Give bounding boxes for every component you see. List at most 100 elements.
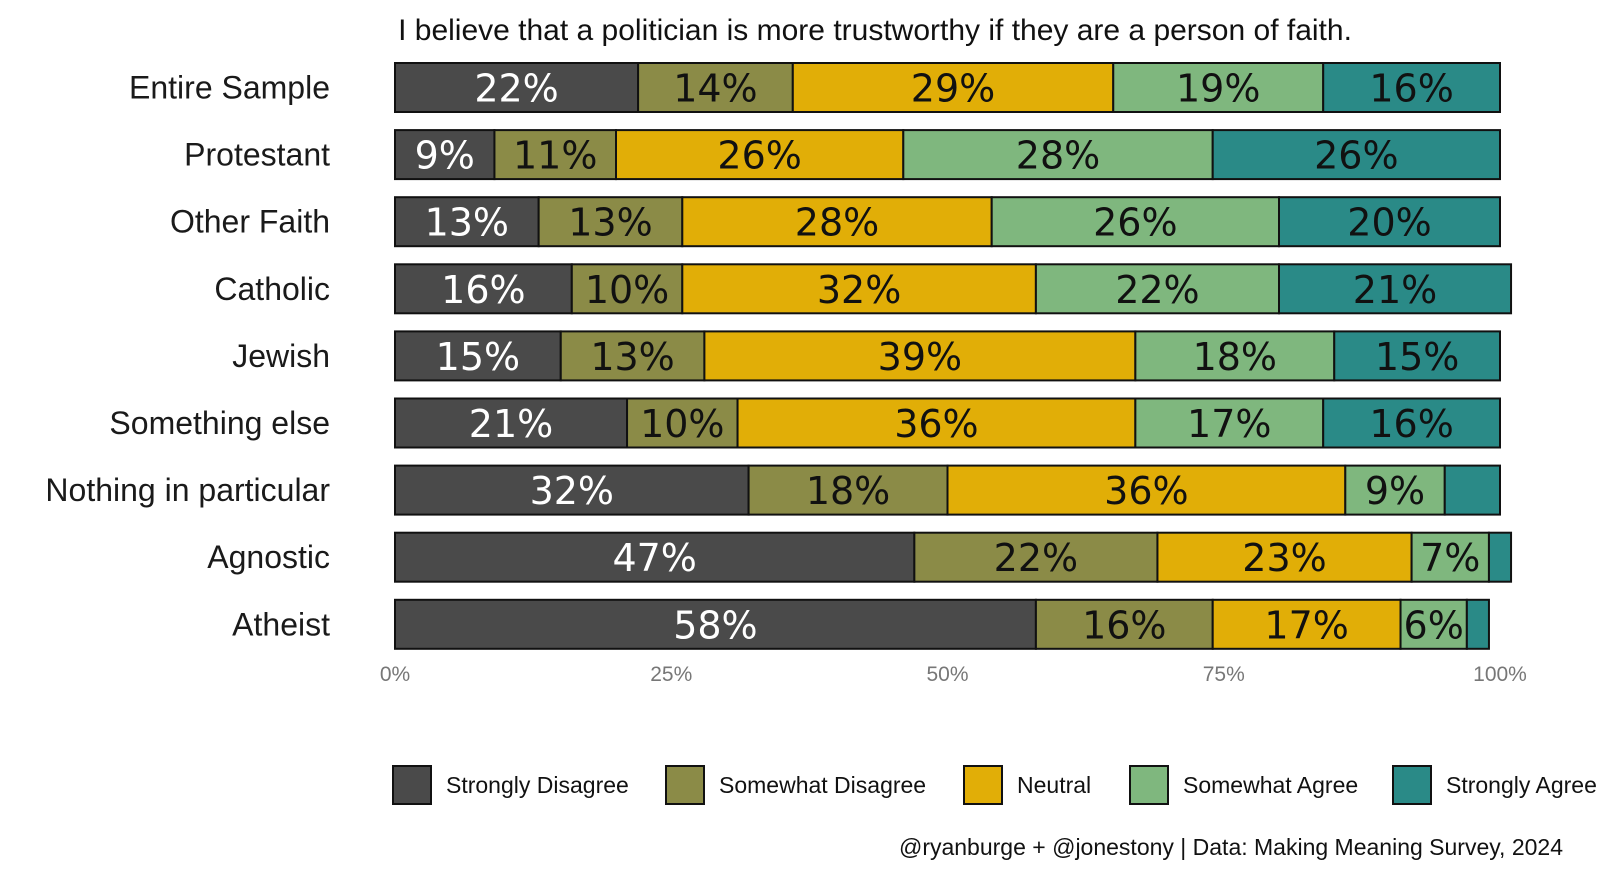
legend-swatch [963, 765, 1003, 805]
bar-segment [902, 129, 1214, 181]
bar-value-label: 16% [441, 268, 525, 312]
chart-title: I believe that a politician is more trus… [398, 14, 1352, 47]
bar-segment [913, 531, 1159, 583]
bar-value-label: 21% [469, 402, 553, 446]
bar-segment [394, 531, 916, 583]
bar-segment [570, 263, 684, 315]
bar-segment [1333, 330, 1501, 382]
bar-segment [1034, 263, 1281, 315]
legend-label: Neutral [1017, 772, 1091, 798]
bar-segment [1322, 62, 1501, 113]
legend: Strongly Disagree Somewhat Disagree Neutra… [392, 765, 1597, 805]
bar-segment [537, 196, 684, 248]
category-label: Other Faith [170, 204, 330, 240]
bar-segment [703, 330, 1137, 382]
bar-segment [1322, 397, 1501, 449]
category-label: Jewish [232, 338, 330, 374]
bar-value-label: 17% [1264, 603, 1348, 647]
bar-value-label: 19% [1176, 67, 1260, 111]
bar-value-label: 18% [1193, 335, 1277, 379]
bar-value-label: 11% [513, 134, 597, 178]
bar-value-label: 20% [1347, 201, 1431, 245]
category-label: Nothing in particular [45, 472, 330, 508]
x-axis: 0% 25% 50% 75% 100% [380, 663, 1527, 686]
bar-value-label: 6% [1404, 603, 1464, 647]
bar-value-label: 15% [436, 335, 520, 379]
bar-value-label: 22% [1115, 268, 1199, 312]
legend-swatch [1129, 765, 1169, 805]
bar-value-label: 10% [640, 402, 724, 446]
bar-value-label: 16% [1369, 67, 1453, 111]
x-tick-label: 75% [1203, 663, 1245, 686]
bar-segment [990, 196, 1280, 248]
bar-value-label: 17% [1187, 402, 1271, 446]
bar-segment [615, 129, 905, 181]
bar-segment [626, 397, 739, 449]
bar-segment [791, 62, 1115, 113]
bar-segment [1156, 531, 1413, 583]
bar-value-label: 47% [612, 536, 696, 580]
bar-segment [681, 263, 1037, 315]
category-label: Entire Sample [129, 70, 330, 106]
bar-labels: 22% 14% 29% 19% 16% 9% 11% 26% 28% 26% 13% 13% 28% 26… [415, 67, 1481, 648]
bar-segment [681, 196, 993, 248]
category-label: Catholic [214, 271, 330, 307]
bar-segment [1211, 129, 1501, 181]
x-tick-label: 0% [380, 663, 410, 686]
bar-value-label: 10% [585, 268, 669, 312]
legend-label: Strongly Disagree [446, 772, 629, 798]
bar-segment [1443, 464, 1501, 516]
x-tick-label: 100% [1473, 663, 1527, 686]
bar-value-label: 36% [1104, 469, 1188, 513]
bar-segment [1134, 397, 1325, 449]
bar-value-label: 15% [1375, 335, 1459, 379]
legend-swatch [392, 765, 432, 805]
bar-value-label: 28% [1016, 134, 1100, 178]
bar-value-label: 36% [894, 402, 978, 446]
legend-label: Somewhat Agree [1183, 772, 1358, 798]
bar-value-label: 29% [911, 67, 995, 111]
category-label: Atheist [232, 606, 330, 642]
bar-value-label: 16% [1369, 402, 1453, 446]
bars [394, 62, 1513, 650]
legend-swatch [1392, 765, 1432, 805]
bar-segment [1344, 464, 1446, 516]
bar-value-label: 16% [1082, 603, 1166, 647]
bar-value-label: 22% [994, 536, 1078, 580]
bar-value-label: 39% [878, 335, 962, 379]
bar-value-label: 26% [1314, 134, 1398, 178]
legend-label: Somewhat Disagree [719, 772, 926, 798]
bar-segment [1278, 263, 1513, 315]
bar-value-label: 9% [415, 134, 475, 178]
bar-segment [394, 263, 573, 315]
bar-value-label: 28% [795, 201, 879, 245]
bar-segment [637, 62, 794, 113]
bar-value-label: 22% [474, 67, 558, 111]
bar-value-label: 23% [1242, 536, 1326, 580]
bar-segment [394, 330, 562, 382]
bar-value-label: 7% [1420, 536, 1480, 580]
bar-value-label: 32% [817, 268, 901, 312]
bar-segment [736, 397, 1137, 449]
bar-value-label: 13% [590, 335, 674, 379]
bar-value-label: 13% [425, 201, 509, 245]
legend-label: Strongly Agree [1446, 772, 1597, 798]
legend-swatch [665, 765, 705, 805]
bar-value-label: 9% [1365, 469, 1425, 513]
bar-segment [394, 464, 750, 516]
category-labels: Entire Sample Protestant Other Faith Cathol… [45, 70, 330, 643]
bar-value-label: 21% [1353, 268, 1437, 312]
bar-segment [394, 62, 640, 113]
bar-segment [1034, 598, 1214, 650]
bar-segment [1278, 196, 1501, 248]
bar-value-label: 13% [568, 201, 652, 245]
category-label: Something else [109, 405, 330, 441]
category-label: Protestant [184, 137, 330, 173]
bar-segment [559, 330, 706, 382]
bar-value-label: 26% [1093, 201, 1177, 245]
bar-value-label: 32% [530, 469, 614, 513]
bar-segment [1465, 598, 1490, 650]
x-tick-label: 50% [926, 663, 968, 686]
x-tick-label: 25% [650, 663, 692, 686]
